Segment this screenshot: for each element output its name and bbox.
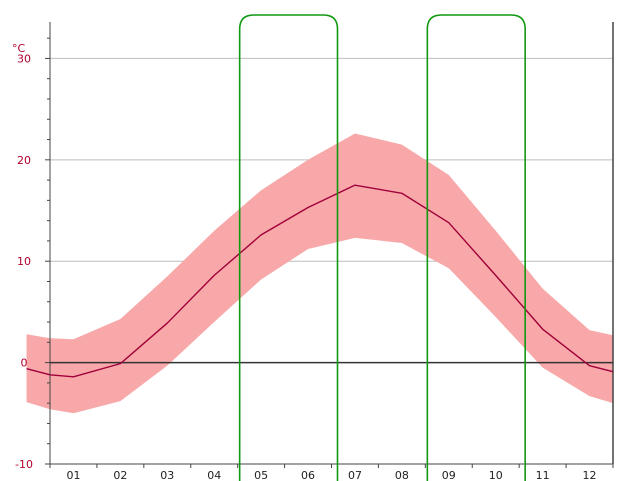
- x-tick-label: 07: [348, 469, 362, 481]
- y-axis-unit-label: °C: [12, 42, 26, 55]
- highlight-box-1: [238, 14, 339, 481]
- axis-labels: °C -10 0 10 20 30 01 02 03 04 05 06 07 08 09 10 11 12: [12, 42, 597, 481]
- x-tick-label: 04: [207, 469, 221, 481]
- mean-temperature-path: [26, 184, 614, 378]
- x-tick-label: 10: [489, 469, 503, 481]
- mean-temperature-line: [26, 184, 614, 378]
- x-tick-label: 02: [113, 469, 127, 481]
- x-tick-label: 08: [395, 469, 409, 481]
- y-tick-label: 10: [17, 255, 31, 268]
- highlight-boxes: [238, 14, 526, 481]
- temperature-range-area: [26, 133, 614, 414]
- x-tick-label: 06: [301, 469, 315, 481]
- y-tick-label: 0: [21, 357, 28, 370]
- x-tick-label: 03: [160, 469, 174, 481]
- x-tick-label: 05: [254, 469, 268, 481]
- y-tick-label: 20: [17, 154, 31, 167]
- grid-lines: [50, 57, 613, 465]
- x-tick-label: 09: [442, 469, 456, 481]
- axes: [45, 22, 614, 468]
- temperature-range-band: [26, 133, 614, 414]
- x-tick-label: 11: [536, 469, 550, 481]
- y-tick-label: -10: [15, 458, 33, 471]
- x-tick-label: 12: [583, 469, 597, 481]
- x-tick-label: 01: [66, 469, 80, 481]
- highlight-box-2: [426, 14, 526, 481]
- y-tick-label: 30: [17, 52, 31, 65]
